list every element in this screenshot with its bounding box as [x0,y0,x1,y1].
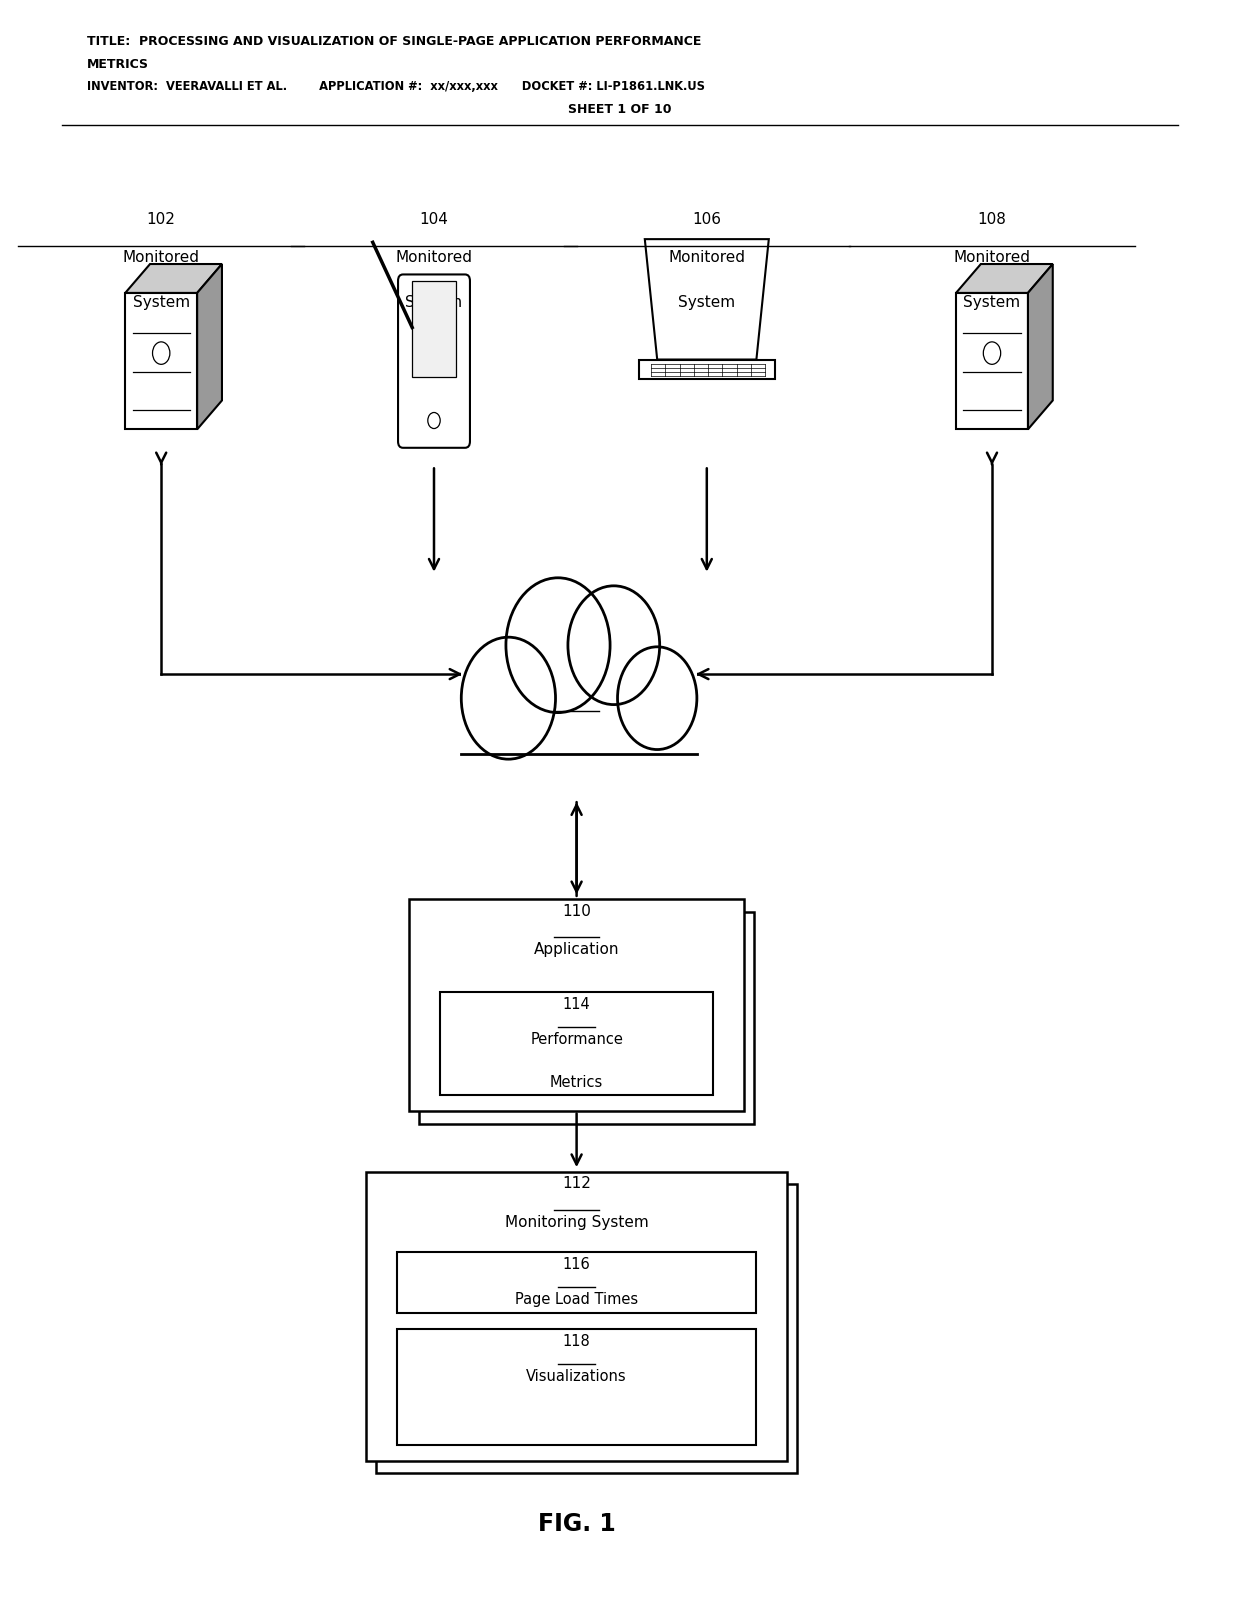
Text: 104: 104 [419,212,449,226]
Text: INVENTOR:  VEERAVALLI ET AL.        APPLICATION #:  xx/xxx,xxx      DOCKET #: LI: INVENTOR: VEERAVALLI ET AL. APPLICATION … [87,80,704,93]
Polygon shape [1028,263,1053,429]
Polygon shape [197,263,222,429]
Polygon shape [125,263,222,292]
Text: METRICS: METRICS [87,58,149,71]
Text: System: System [963,295,1021,310]
Text: FIG. 1: FIG. 1 [538,1512,615,1536]
Bar [461,594,697,754]
Bar [366,1172,787,1461]
Text: 116: 116 [563,1257,590,1271]
Text: 118: 118 [563,1334,590,1348]
Text: Monitored: Monitored [396,250,472,265]
Text: SHEET 1 OF 10: SHEET 1 OF 10 [568,103,672,116]
Text: Network: Network [544,716,609,730]
Text: Monitored: Monitored [954,250,1030,265]
FancyBboxPatch shape [398,274,470,448]
Text: Monitoring System: Monitoring System [505,1215,649,1229]
Polygon shape [956,263,1053,292]
Bar [125,292,197,429]
Circle shape [618,647,697,750]
Bar [412,281,456,377]
Circle shape [568,586,660,705]
Bar [397,1329,756,1444]
Text: Performance: Performance [531,1032,622,1046]
Text: 120: 120 [562,677,591,692]
Text: TITLE:  PROCESSING AND VISUALIZATION OF SINGLE-PAGE APPLICATION PERFORMANCE: TITLE: PROCESSING AND VISUALIZATION OF S… [87,35,701,48]
Text: 110: 110 [562,904,591,918]
Circle shape [506,578,610,713]
Polygon shape [645,239,769,360]
Text: 108: 108 [977,212,1007,226]
Bar [419,912,754,1124]
Text: 112: 112 [562,1176,591,1191]
Text: Visualizations: Visualizations [526,1369,627,1384]
Bar [397,1252,756,1313]
Bar [440,992,713,1095]
Text: System: System [678,295,735,310]
Bar [376,1184,797,1473]
Bar [409,899,744,1111]
Bar [956,292,1028,429]
Text: 114: 114 [563,997,590,1011]
Text: Page Load Times: Page Load Times [515,1292,639,1306]
Text: Metrics: Metrics [551,1075,603,1090]
Bar [639,360,775,379]
Text: System: System [405,295,463,310]
Text: 102: 102 [146,212,176,226]
Text: 106: 106 [692,212,722,226]
Text: Monitored: Monitored [123,250,200,265]
Text: System: System [133,295,190,310]
Text: Monitored: Monitored [668,250,745,265]
Circle shape [461,637,556,759]
Text: Application: Application [534,942,619,957]
